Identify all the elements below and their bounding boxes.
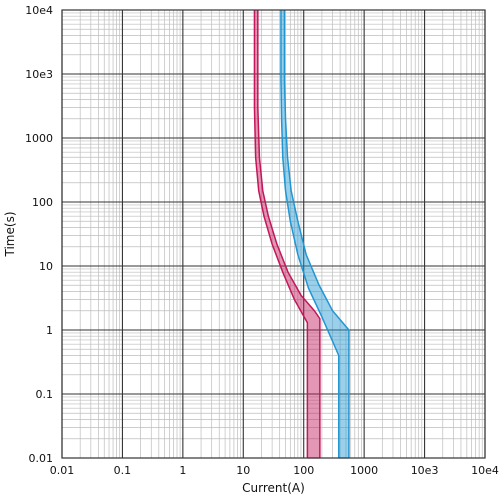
band-area-1 — [254, 10, 320, 458]
x-tick-label: 0.01 — [50, 464, 75, 477]
x-tick-labels: 0.010.1110100100010e310e410e5 — [50, 464, 499, 477]
y-tick-label: 100 — [32, 196, 53, 209]
x-tick-label: 1000 — [350, 464, 378, 477]
plot-frame — [61, 9, 486, 459]
y-tick-label: 1 — [46, 324, 53, 337]
y-tick-label: 10e4 — [25, 4, 53, 17]
x-axis-title: Current(A) — [242, 481, 305, 495]
x-tick-label: 10e4 — [471, 464, 499, 477]
x-tick-label: 10e3 — [411, 464, 439, 477]
y-tick-label: 1000 — [25, 132, 53, 145]
curve-bands — [253, 10, 350, 459]
max-curve-1 — [257, 10, 321, 458]
minor-grid — [62, 10, 485, 458]
y-tick-label: 0.1 — [36, 388, 54, 401]
x-tick-label: 100 — [293, 464, 314, 477]
max-curve-2 — [283, 10, 350, 458]
y-axis-title: Time(s) — [3, 212, 17, 258]
x-tick-label: 10 — [236, 464, 250, 477]
min-curve-2 — [280, 10, 340, 458]
x-tick-label: 0.1 — [114, 464, 132, 477]
y-tick-label: 10e3 — [25, 68, 53, 81]
band-area-2 — [280, 10, 349, 458]
y-tick-label: 10 — [39, 260, 53, 273]
min-curve-1 — [253, 10, 309, 458]
x-tick-label: 1 — [179, 464, 186, 477]
y-tick-label: 0.01 — [29, 452, 54, 465]
y-tick-labels: 0.010.1110100100010e310e410e5 — [25, 4, 54, 465]
